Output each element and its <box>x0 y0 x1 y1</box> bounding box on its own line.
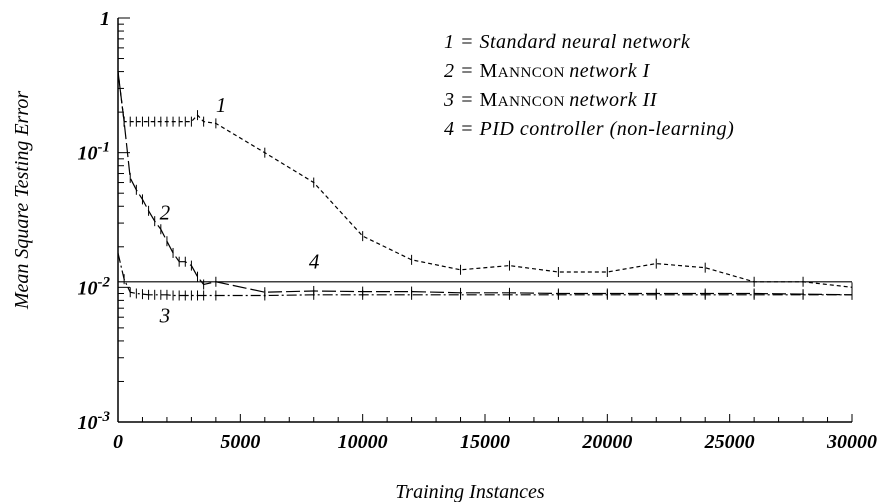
x-tick-label: 0 <box>113 431 123 453</box>
y-tick-label: 10-1 <box>78 140 111 165</box>
x-tick-label: 20000 <box>581 431 632 453</box>
y-tick-label: 10-3 <box>78 409 111 434</box>
series-line-3 <box>117 252 852 297</box>
x-tick-label: 15000 <box>460 431 510 453</box>
x-tick-label: 25000 <box>704 431 755 453</box>
legend: 1 = Standard neural network 2 = MANNCON n… <box>443 31 734 140</box>
series-label-2: 2 <box>160 200 171 224</box>
y-tick-label: 10-2 <box>78 274 111 299</box>
axes: 1 10-1 10-2 10-30 5000 10000 15000 20000 25000 30… <box>78 8 878 453</box>
legend-entry-3: 3 = MANNCON network II <box>443 89 658 111</box>
series-group <box>117 71 853 301</box>
series-label-3: 3 <box>159 303 171 327</box>
legend-entry-2: 2 = MANNCON network I <box>444 60 651 82</box>
series-label-1: 1 <box>216 93 227 117</box>
y-axis-title: Mean Square Testing Error <box>11 91 33 311</box>
series-labels: 1 2 3 4 <box>159 93 320 327</box>
x-tick-label: 10000 <box>338 431 388 453</box>
x-tick-label: 5000 <box>220 431 260 453</box>
legend-entry-1: 1 = Standard neural network <box>444 31 691 53</box>
series-label-4: 4 <box>309 249 320 273</box>
x-axis-title: Training Instances <box>395 481 545 502</box>
x-tick-label: 30000 <box>826 431 877 453</box>
y-tick-label: 1 <box>100 8 110 30</box>
legend-entry-4: 4 = PID controller (non-learning) <box>444 118 734 140</box>
